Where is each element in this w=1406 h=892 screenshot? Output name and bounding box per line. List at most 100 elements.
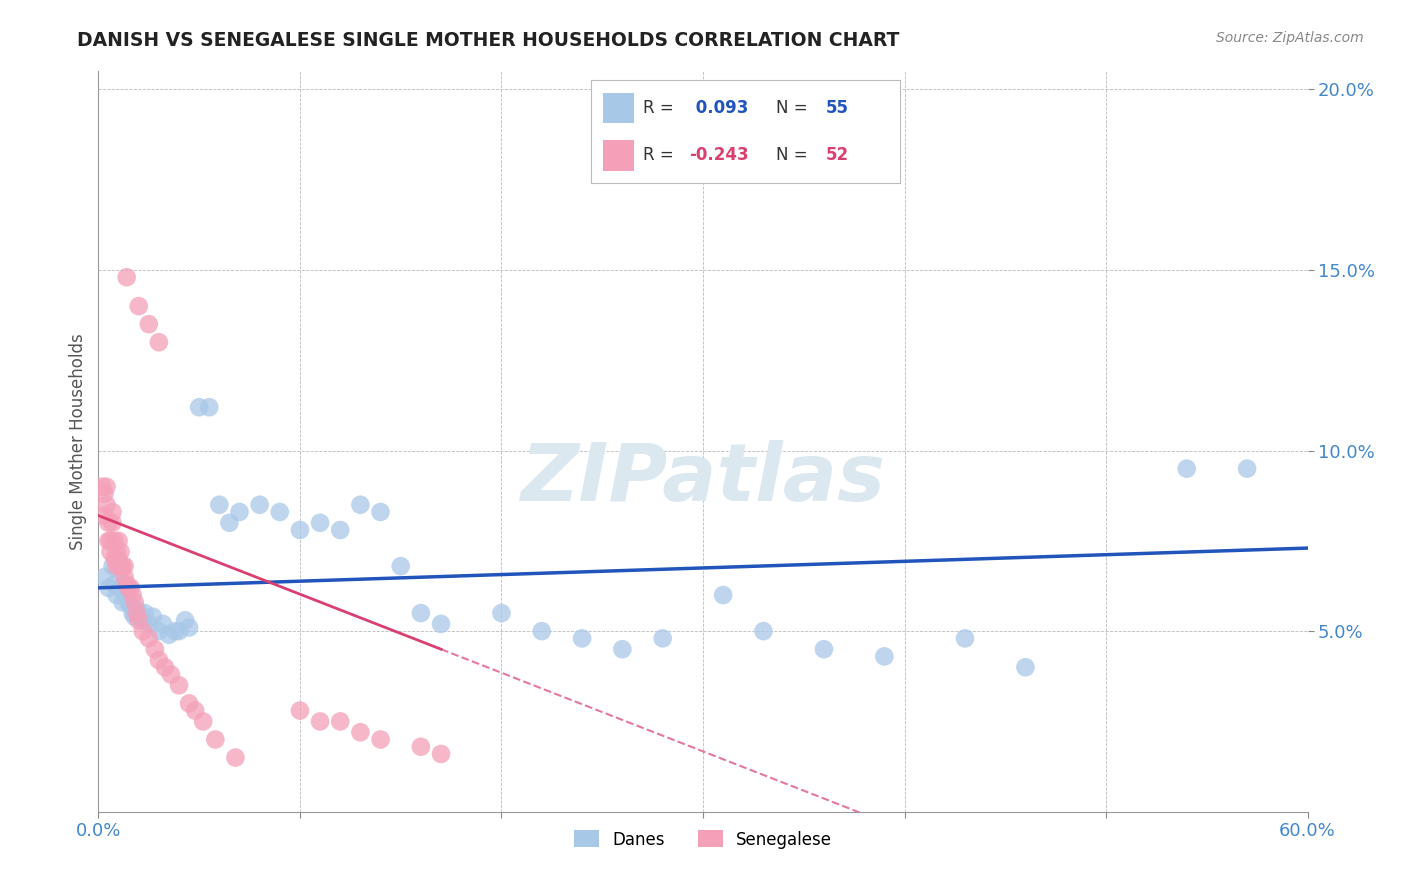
Point: [148, 653, 170, 667]
Point: [148, 624, 170, 639]
Point: [370, 505, 392, 519]
Point: [329, 714, 352, 729]
Point: [309, 516, 332, 530]
Point: [97, 581, 120, 595]
Point: [711, 588, 734, 602]
Point: [103, 577, 125, 591]
Text: N =: N =: [776, 146, 813, 164]
Point: [148, 335, 170, 350]
Point: [115, 270, 138, 285]
Point: [128, 606, 150, 620]
Point: [167, 678, 190, 692]
Point: [188, 401, 211, 415]
Point: [105, 544, 128, 558]
Point: [97, 516, 120, 530]
Point: [409, 606, 432, 620]
Point: [1014, 660, 1036, 674]
Point: [491, 606, 513, 620]
Point: [125, 602, 148, 616]
Point: [138, 632, 160, 646]
Point: [105, 588, 128, 602]
Point: [152, 616, 174, 631]
Point: [114, 570, 136, 584]
Bar: [603, 140, 634, 170]
Text: R =: R =: [643, 146, 679, 164]
Point: [96, 498, 118, 512]
Point: [128, 613, 150, 627]
Point: [329, 523, 352, 537]
Point: [100, 544, 122, 558]
Point: [370, 732, 392, 747]
Point: [118, 581, 141, 595]
Point: [107, 563, 129, 577]
Point: [389, 559, 412, 574]
Point: [97, 533, 120, 548]
Point: [571, 632, 593, 646]
Point: [115, 588, 138, 602]
Point: [143, 642, 166, 657]
Text: 52: 52: [825, 146, 849, 164]
Point: [110, 559, 132, 574]
Point: [218, 516, 240, 530]
Point: [157, 628, 180, 642]
Point: [105, 559, 128, 574]
Point: [93, 487, 115, 501]
Point: [138, 317, 160, 331]
Bar: [603, 93, 634, 123]
Text: 0.093: 0.093: [689, 99, 748, 117]
Text: R =: R =: [643, 99, 679, 117]
Point: [163, 624, 186, 639]
Point: [138, 616, 160, 631]
Point: [953, 632, 976, 646]
Text: 55: 55: [825, 99, 849, 117]
Point: [128, 299, 150, 313]
Point: [409, 739, 432, 754]
Point: [198, 401, 221, 415]
Point: [1236, 461, 1258, 475]
Point: [249, 498, 271, 512]
Point: [193, 714, 215, 729]
Point: [103, 552, 125, 566]
Point: [101, 516, 124, 530]
Point: [813, 642, 835, 657]
Text: ZIPatlas: ZIPatlas: [520, 440, 886, 517]
Point: [107, 552, 129, 566]
Point: [101, 505, 124, 519]
Point: [179, 697, 201, 711]
Point: [153, 660, 176, 674]
Text: -0.243: -0.243: [689, 146, 749, 164]
Point: [204, 732, 226, 747]
Point: [132, 624, 155, 639]
Point: [224, 750, 246, 764]
Point: [269, 505, 291, 519]
Point: [124, 609, 146, 624]
Point: [110, 581, 132, 595]
Legend: Danes, Senegalese: Danes, Senegalese: [567, 823, 839, 855]
Point: [349, 498, 371, 512]
Point: [752, 624, 775, 639]
Point: [124, 595, 146, 609]
Text: DANISH VS SENEGALESE SINGLE MOTHER HOUSEHOLDS CORRELATION CHART: DANISH VS SENEGALESE SINGLE MOTHER HOUSE…: [77, 31, 900, 50]
Point: [179, 621, 201, 635]
Point: [121, 606, 143, 620]
Point: [160, 667, 183, 681]
Point: [1175, 461, 1198, 475]
Point: [118, 595, 141, 609]
Point: [228, 505, 250, 519]
Point: [115, 577, 138, 591]
Point: [111, 595, 134, 609]
Point: [93, 508, 115, 523]
Point: [120, 581, 142, 595]
Point: [612, 642, 634, 657]
Text: Source: ZipAtlas.com: Source: ZipAtlas.com: [1216, 31, 1364, 45]
Point: [132, 613, 155, 627]
Point: [184, 704, 207, 718]
Point: [309, 714, 332, 729]
Point: [111, 559, 134, 574]
Y-axis label: Single Mother Households: Single Mother Households: [69, 334, 87, 549]
Point: [142, 609, 165, 624]
Point: [100, 533, 122, 548]
Point: [110, 544, 132, 558]
Point: [134, 606, 156, 620]
Point: [167, 624, 190, 639]
